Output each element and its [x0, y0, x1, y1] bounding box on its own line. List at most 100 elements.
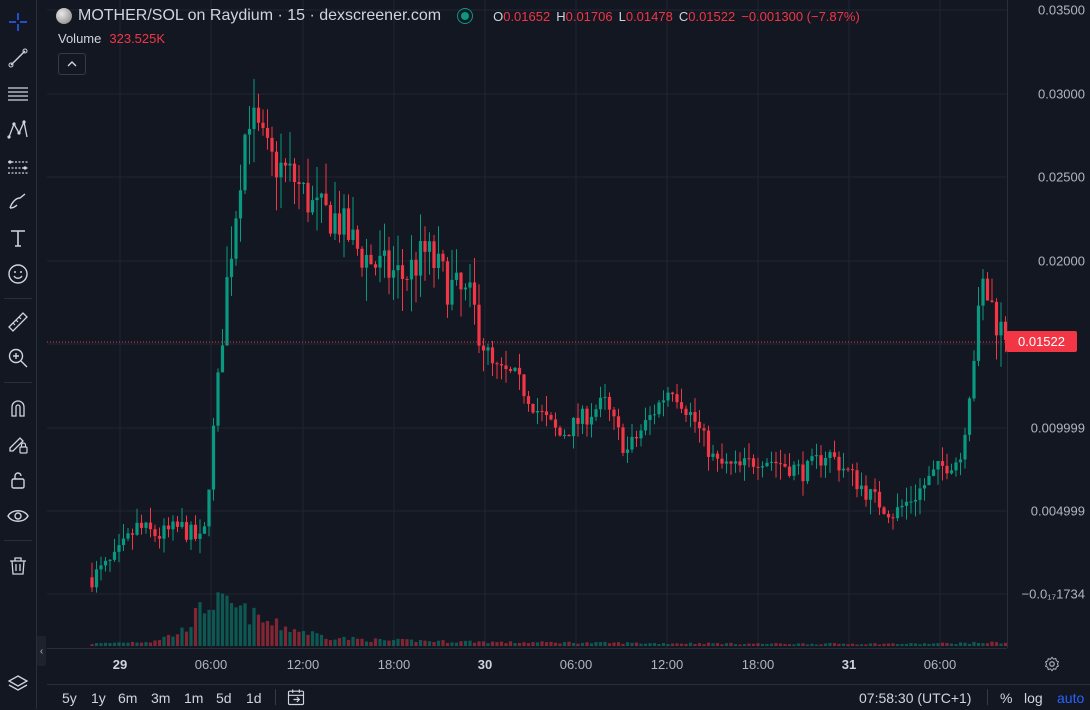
range-1d-button[interactable]: 1d: [246, 690, 262, 706]
volume-bar: [355, 638, 360, 646]
candle-body: [180, 522, 184, 527]
candle-body: [522, 374, 526, 397]
candle-body: [346, 208, 351, 240]
range-1y-button[interactable]: 1y: [91, 690, 106, 706]
open-value: 0.01652: [503, 8, 551, 24]
candle-body: [517, 367, 522, 375]
eye-icon[interactable]: [4, 502, 32, 530]
candle-body: [247, 128, 252, 135]
candle-body: [405, 279, 409, 281]
candle-body: [171, 521, 175, 530]
candle-body: [805, 460, 810, 482]
chart-area[interactable]: [47, 0, 1007, 648]
close-label: C: [678, 8, 689, 24]
crosshair-icon[interactable]: [4, 8, 32, 36]
candle-body: [729, 461, 733, 464]
candle-body: [598, 397, 603, 410]
candle-body: [918, 488, 922, 500]
candle-body: [567, 434, 571, 437]
volume-bar: [216, 592, 220, 646]
volume-bar: [715, 643, 720, 646]
volume-bar: [243, 603, 247, 646]
volume-bar: [927, 643, 931, 646]
volume-bar: [796, 643, 801, 646]
candle-body: [756, 466, 760, 468]
candle-body: [117, 545, 121, 552]
candle-body: [810, 456, 814, 461]
volume-bar: [819, 644, 823, 646]
candle-body: [927, 475, 931, 486]
volume-bar: [162, 636, 166, 646]
candle-body: [594, 409, 598, 417]
volume-bar: [328, 640, 333, 646]
candle-body: [904, 501, 909, 506]
magnet-icon[interactable]: [4, 394, 32, 422]
range-3m-button[interactable]: 3m: [151, 690, 171, 706]
lock-draw-icon[interactable]: [4, 430, 32, 458]
layers-icon[interactable]: [4, 670, 32, 698]
candle-body: [391, 270, 396, 278]
percent-scale-button[interactable]: %: [1000, 690, 1013, 706]
candle-body: [792, 464, 796, 476]
clock-display[interactable]: 07:58:30 (UTC+1): [859, 690, 972, 706]
candle-body: [508, 369, 513, 371]
candle-body: [873, 489, 877, 492]
volume-bar: [936, 643, 940, 646]
price-axis[interactable]: 0.03500 0.03000 0.02500 0.02000 0.009999…: [1007, 0, 1090, 648]
collapse-legend-button[interactable]: [58, 53, 86, 75]
lock-icon[interactable]: [4, 466, 32, 494]
volume-bar: [963, 642, 967, 646]
zoom-in-icon[interactable]: [4, 344, 32, 372]
volume-bar: [760, 643, 765, 646]
candle-body: [243, 134, 247, 191]
text-icon[interactable]: [4, 224, 32, 252]
calendar-goto-icon: [287, 689, 305, 706]
volume-bar: [144, 642, 148, 646]
candle-body: [774, 461, 778, 464]
candle-body: [652, 414, 657, 416]
collapse-toolbar-handle[interactable]: ‹: [37, 636, 46, 666]
volume-bar: [157, 640, 162, 646]
candle-body: [175, 521, 180, 527]
candle-body: [693, 412, 697, 422]
candle-body: [999, 321, 1003, 336]
pattern-icon[interactable]: [4, 116, 32, 144]
brush-icon[interactable]: [4, 188, 32, 216]
range-5d-button[interactable]: 5d: [216, 690, 232, 706]
volume-bar: [153, 640, 157, 646]
volume-bar: [301, 631, 306, 646]
candle-body: [850, 469, 855, 471]
projection-icon[interactable]: [4, 152, 32, 180]
volume-bar: [729, 642, 733, 646]
candle-body: [328, 205, 333, 234]
volume-bar: [360, 638, 364, 646]
volume-bar: [675, 643, 679, 646]
volume-bar: [999, 643, 1003, 646]
token-logo-icon: [56, 8, 72, 24]
symbol-title[interactable]: MOTHER/SOL on Raydium · 15 · dexscreener…: [78, 7, 442, 24]
horizontal-lines-icon[interactable]: [4, 80, 32, 108]
volume-bar: [211, 609, 216, 646]
candle-body: [747, 458, 751, 460]
emoji-icon[interactable]: [4, 260, 32, 288]
candle-body: [612, 409, 616, 417]
low-value: 0.01478: [625, 8, 673, 24]
candlestick-chart[interactable]: [47, 0, 1007, 648]
range-6m-button[interactable]: 6m: [118, 690, 138, 706]
ruler-icon[interactable]: [4, 308, 32, 336]
log-scale-button[interactable]: log: [1024, 690, 1043, 706]
date-range-button[interactable]: [286, 687, 306, 710]
candle-body: [477, 304, 481, 346]
candle-body: [769, 461, 774, 463]
volume-bar: [418, 639, 423, 646]
auto-scale-button[interactable]: auto: [1057, 690, 1085, 706]
range-1m-button[interactable]: 1m: [184, 690, 204, 706]
chart-settings-button[interactable]: [1042, 654, 1062, 674]
trash-icon[interactable]: [4, 552, 32, 580]
candle-body: [193, 524, 198, 539]
trend-line-icon[interactable]: [4, 44, 32, 72]
range-5y-button[interactable]: 5y: [62, 690, 77, 706]
divider: [987, 689, 988, 705]
time-axis[interactable]: 29 06:00 12:00 18:00 30 06:00 12:00 18:0…: [47, 648, 1007, 679]
candle-body: [607, 396, 612, 410]
